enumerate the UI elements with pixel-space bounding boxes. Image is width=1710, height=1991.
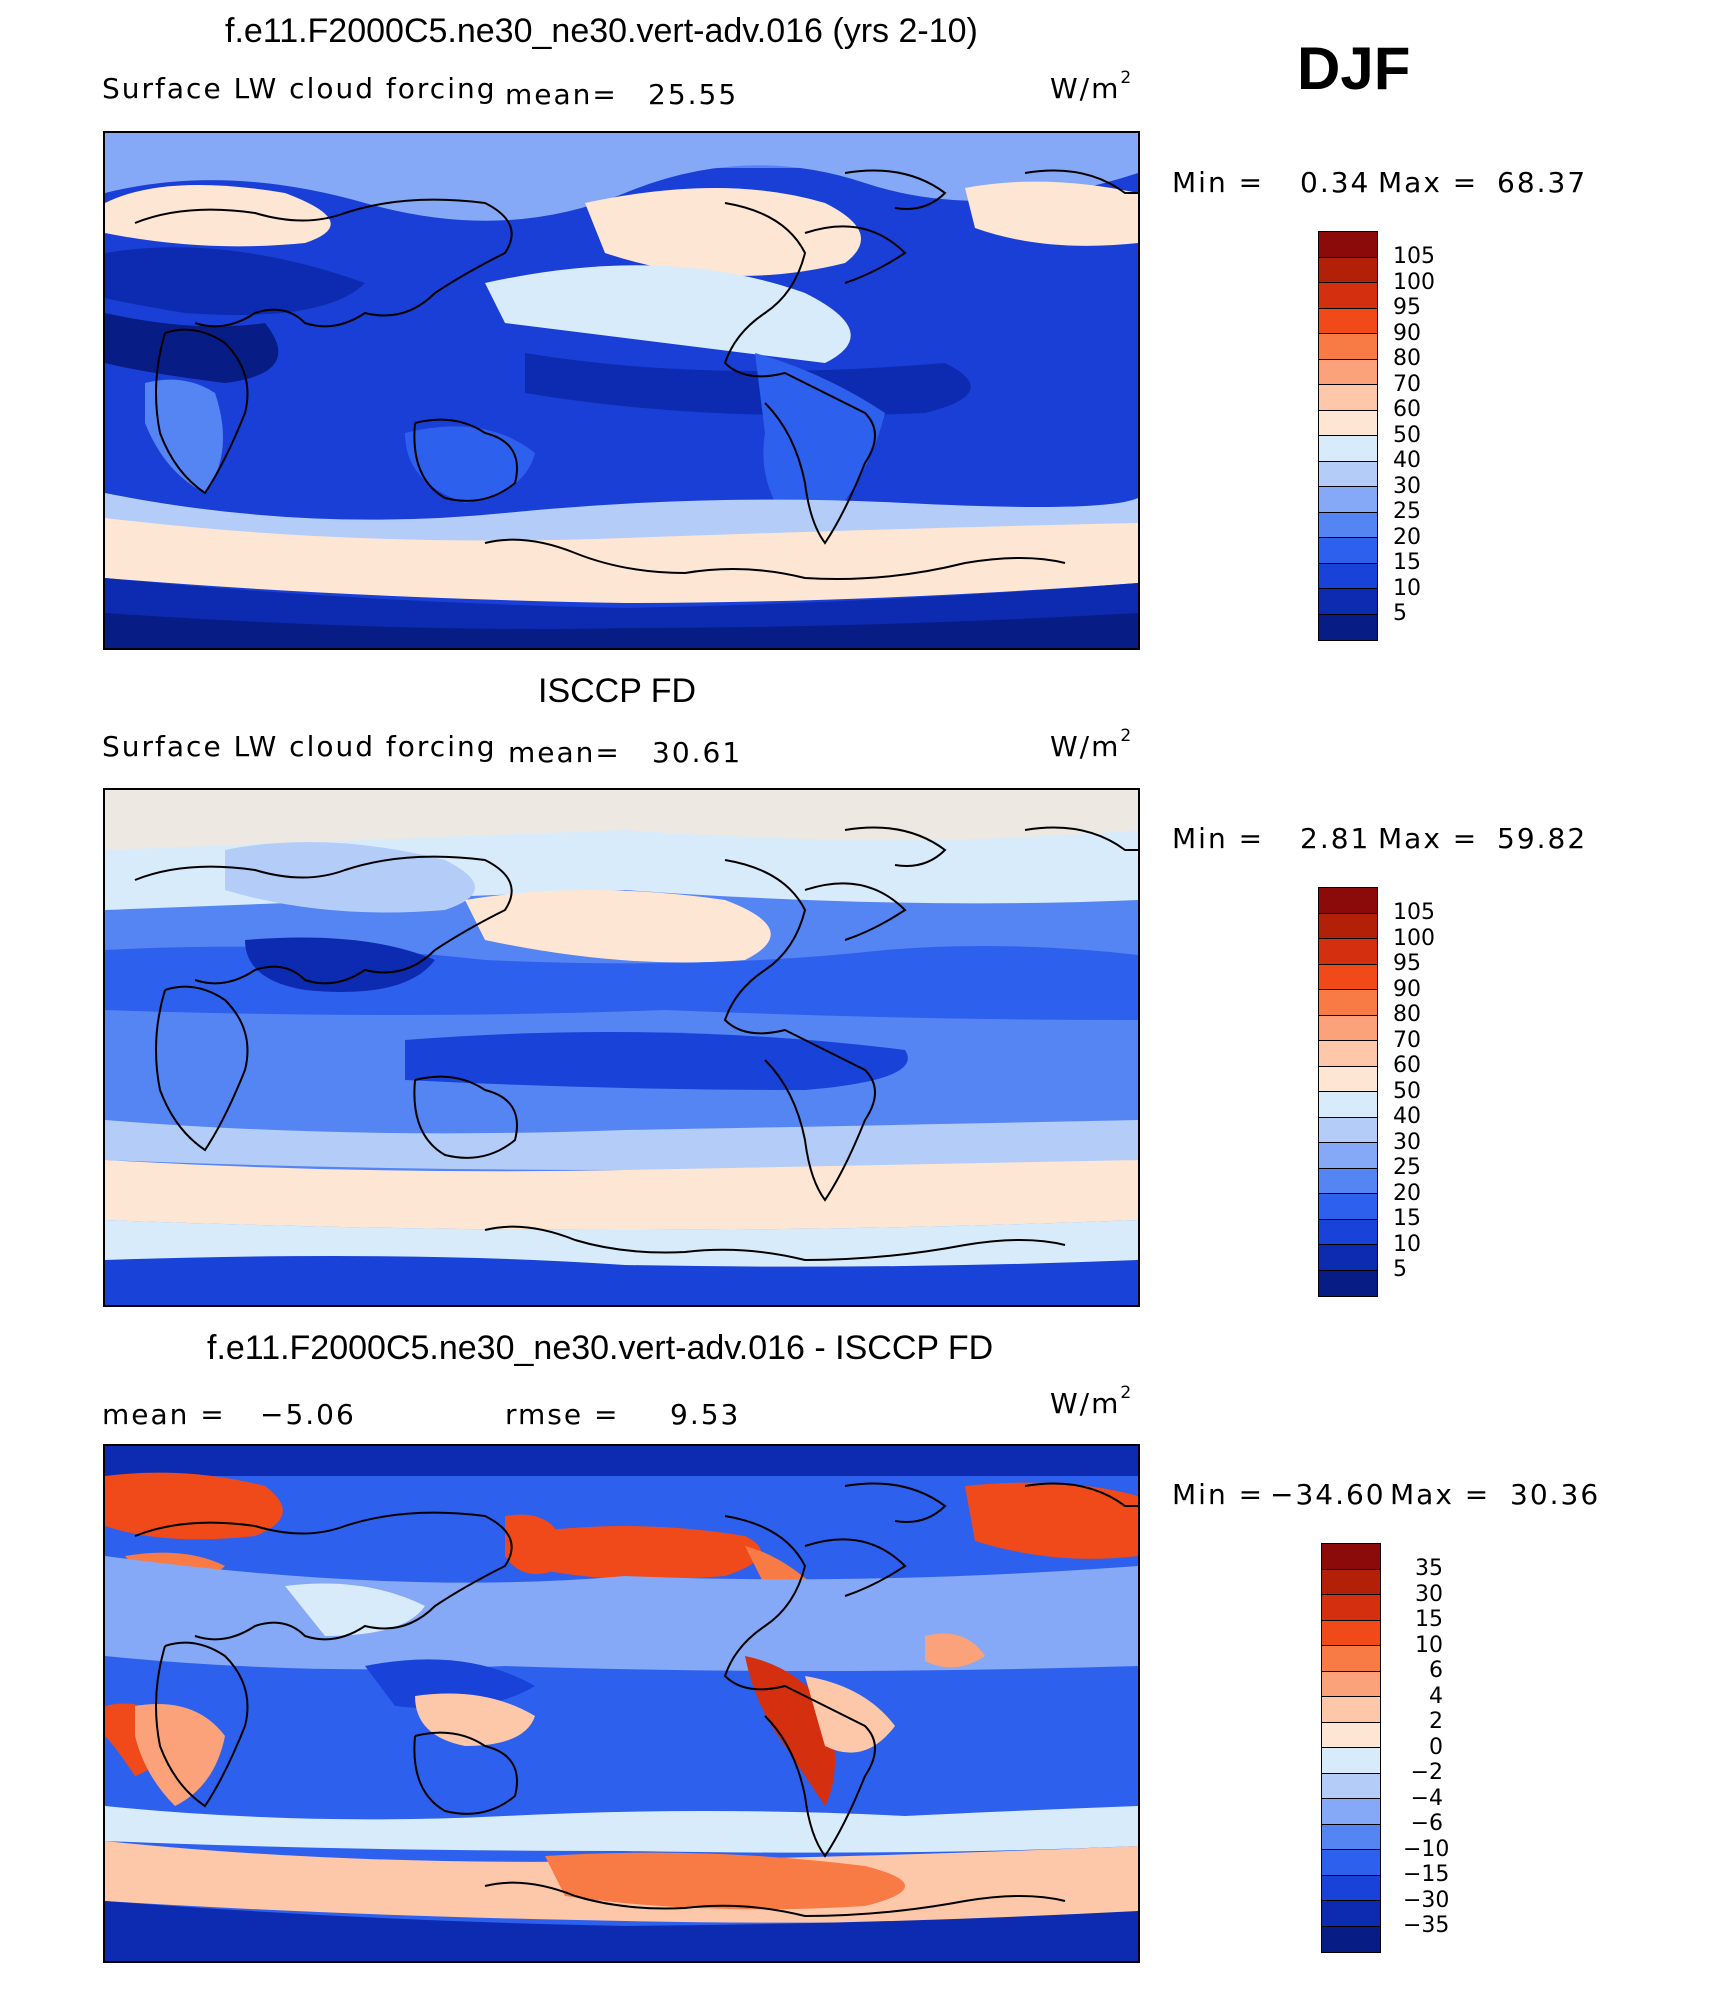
tick-label: 25	[1393, 499, 1421, 524]
tick-label: 20	[1393, 1180, 1421, 1206]
panel2-colorbar-ticks: 105 100 95 90 80 70 60 50 40 30 25 20 15…	[1393, 900, 1435, 1283]
tick-label: 30	[1393, 473, 1421, 499]
tick-label: 25	[1393, 1155, 1421, 1180]
tick-label: 40	[1393, 1104, 1421, 1129]
tick-label: 15	[1393, 550, 1421, 575]
panel3-map-svg	[105, 1446, 1138, 1961]
tick-label: 30	[1415, 1581, 1443, 1607]
panel1-variable-label: Surface LW cloud forcing	[102, 72, 497, 105]
tick-label: 10	[1415, 1632, 1443, 1658]
tick-label: 50	[1393, 422, 1421, 448]
panel1-min-value: 0.34	[1300, 166, 1371, 199]
panel3-rmse-label: rmse =	[505, 1398, 620, 1431]
tick-label: 90	[1393, 976, 1421, 1002]
panel1-colorbar	[1318, 231, 1378, 641]
tick-label: 15	[1415, 1607, 1443, 1632]
panel2-min-label: Min =	[1172, 822, 1265, 855]
tick-label: −30	[1403, 1887, 1450, 1913]
panel2-map-svg	[105, 790, 1138, 1305]
tick-label: −35	[1403, 1913, 1450, 1938]
tick-label: 50	[1393, 1078, 1421, 1104]
panel2-max-label: Max =	[1378, 822, 1479, 855]
tick-label: −10	[1403, 1836, 1450, 1862]
panel2-mean-value: 30.61	[652, 736, 743, 769]
panel2-title: ISCCP FD	[538, 672, 697, 710]
panel2-colorbar	[1318, 887, 1378, 1297]
panel1-max-label: Max =	[1378, 166, 1479, 199]
tick-label: −15	[1403, 1862, 1450, 1887]
tick-label: 100	[1393, 269, 1435, 295]
tick-label: 10	[1393, 1231, 1421, 1257]
tick-label: 5	[1393, 601, 1407, 626]
panel3-min-label: Min =	[1172, 1478, 1265, 1511]
panel1-colorbar-ticks: 105 100 95 90 80 70 60 50 40 30 25 20 15…	[1393, 244, 1435, 627]
panel2-mean-label: mean=	[508, 736, 621, 769]
tick-label: 105	[1393, 244, 1435, 269]
tick-label: −4	[1410, 1785, 1443, 1811]
panel1-mean-label: mean=	[505, 78, 618, 111]
panel1-mean-value: 25.55	[648, 78, 739, 111]
panel3-colorbar-ticks: 35 30 15 10 6 4 2 0 −2 −4 −6 −10 −15 −30…	[1403, 1556, 1450, 1939]
tick-label: 4	[1429, 1683, 1443, 1709]
season-label: DJF	[1297, 35, 1411, 102]
tick-label: 90	[1393, 320, 1421, 346]
panel3-max-value: 30.36	[1510, 1478, 1601, 1511]
tick-label: 95	[1393, 295, 1421, 320]
panel3-min-value: −34.60	[1270, 1478, 1386, 1511]
panel1-min-label: Min =	[1172, 166, 1265, 199]
tick-label: 70	[1393, 371, 1421, 397]
panel2-min-value: 2.81	[1300, 822, 1371, 855]
panel1-units: W/m2	[1050, 68, 1134, 105]
panel1-max-value: 68.37	[1497, 166, 1588, 199]
panel3-units: W/m2	[1050, 1383, 1134, 1420]
tick-label: 95	[1393, 951, 1421, 976]
panel1-map-svg	[105, 133, 1138, 648]
panel3-title: f.e11.F2000C5.ne30_ne30.vert-adv.016 - I…	[207, 1329, 994, 1367]
panel1-title: f.e11.F2000C5.ne30_ne30.vert-adv.016 (yr…	[225, 12, 978, 50]
panel3-mean-label: mean =	[102, 1398, 226, 1431]
panel3-colorbar	[1321, 1543, 1381, 1953]
tick-label: 60	[1393, 1053, 1421, 1078]
tick-label: 10	[1393, 575, 1421, 601]
tick-label: 30	[1393, 1129, 1421, 1155]
panel2-map	[103, 788, 1140, 1307]
tick-label: 60	[1393, 397, 1421, 422]
tick-label: 35	[1415, 1556, 1443, 1581]
tick-label: 15	[1393, 1206, 1421, 1231]
tick-label: −6	[1410, 1811, 1443, 1836]
tick-label: 105	[1393, 900, 1435, 925]
panel3-map	[103, 1444, 1140, 1963]
tick-label: 70	[1393, 1027, 1421, 1053]
tick-label: −2	[1410, 1760, 1443, 1785]
tick-label: 5	[1393, 1257, 1407, 1282]
panel2-max-value: 59.82	[1497, 822, 1588, 855]
panel3-rmse-value: 9.53	[670, 1398, 741, 1431]
tick-label: 80	[1393, 1002, 1421, 1027]
panel1-map	[103, 131, 1140, 650]
tick-label: 80	[1393, 346, 1421, 371]
tick-label: 40	[1393, 448, 1421, 473]
tick-label: 20	[1393, 524, 1421, 550]
tick-label: 2	[1429, 1709, 1443, 1734]
panel2-variable-label: Surface LW cloud forcing	[102, 730, 497, 763]
panel3-mean-value: −5.06	[260, 1398, 356, 1431]
tick-label: 0	[1429, 1734, 1443, 1760]
tick-label: 6	[1429, 1658, 1443, 1683]
tick-label: 100	[1393, 925, 1435, 951]
panel3-max-label: Max =	[1390, 1478, 1491, 1511]
panel2-units: W/m2	[1050, 726, 1134, 763]
